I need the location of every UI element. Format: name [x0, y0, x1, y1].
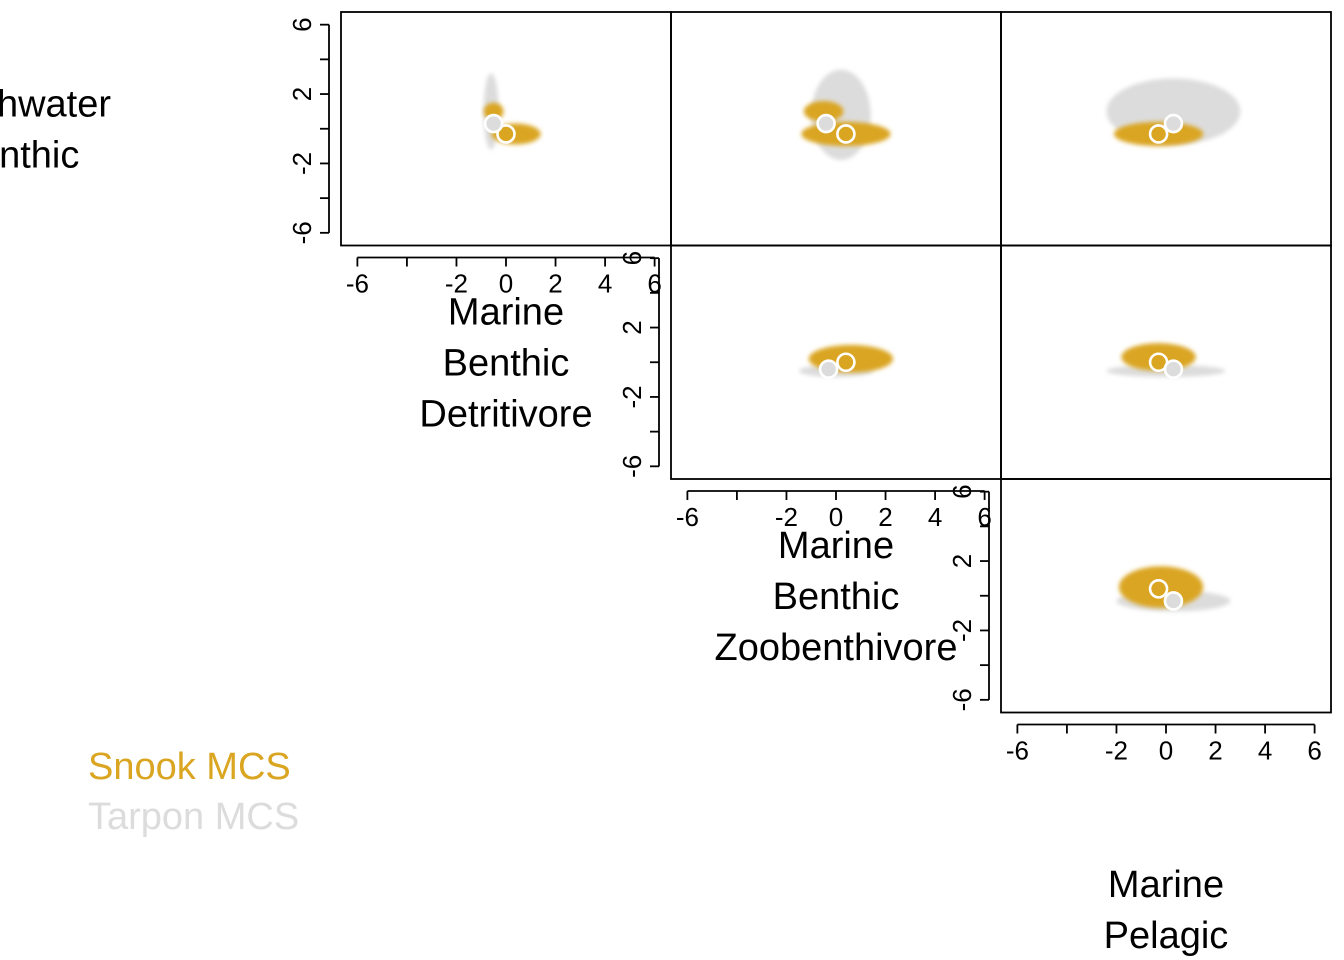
variable-label-line: Marine: [448, 291, 564, 333]
centroid-tarpon-mcs: [1163, 359, 1184, 379]
panel-content: [801, 69, 891, 160]
panel-content: [798, 344, 893, 379]
variable-label-line: Pelagic: [1104, 915, 1229, 957]
variable-label-line: Marine: [778, 525, 894, 567]
centroid-snook-mcs: [836, 352, 856, 373]
panel-content: [1106, 78, 1241, 147]
y-tick-label: 2: [947, 554, 977, 568]
variable-label-line: Benthic: [773, 576, 900, 618]
y-tick-label: 6: [617, 251, 647, 265]
x-axis: -6 -2 0 2 4 6: [676, 490, 992, 532]
x-tick-label: 0: [829, 502, 843, 532]
panel-r2-c3: -6 -2 2 6 -6 -2 0 2 4 6: [947, 478, 1332, 766]
x-tick-label: -6: [676, 502, 699, 532]
panel-content: [483, 73, 541, 150]
variable-label-3: Marine Benthic Zoobenthivore: [715, 525, 958, 669]
panel-r0-c1: -6-226-6 -2 0 2 4 6: [287, 11, 672, 299]
y-tick-label: -6: [617, 455, 647, 478]
x-tick-label: 2: [878, 502, 892, 532]
variable-label-4: Marine Pelagic: [1104, 864, 1229, 957]
legend-entry: Snook MCS: [88, 746, 291, 788]
y-tick-label: -6: [947, 688, 977, 711]
x-tick-label: 0: [499, 269, 513, 299]
centroid-snook-mcs: [1148, 124, 1169, 144]
legend-entry: Tarpon MCS: [88, 796, 299, 838]
y-tick-label: 6: [947, 484, 977, 498]
panel-r1-c2: -6-226-6 -2 0 2 4 6: [617, 244, 1002, 532]
x-tick-label: -6: [1006, 736, 1029, 766]
panel-r0-c2: [670, 11, 1002, 247]
x-tick-label: -2: [445, 269, 468, 299]
centroid-tarpon-mcs: [1163, 113, 1184, 134]
centroid-tarpon-mcs: [483, 113, 504, 134]
y-tick-label: -2: [287, 152, 317, 175]
centroid-snook-mcs: [836, 124, 856, 144]
legend: Snook MCS Tarpon MCS: [88, 746, 299, 838]
cloud-blob: [803, 100, 844, 122]
y-tick-label: -2: [947, 619, 977, 642]
centroid-tarpon-mcs: [1163, 591, 1184, 611]
variable-label-line: Benthic: [0, 134, 79, 176]
panels-layer: -6-226-6 -2 0 2 4 6-6-226-6 -2 0 2 4 6-6-226-6 -2 0 2…: [287, 11, 1332, 766]
x-tick-label: 6: [1307, 736, 1321, 766]
x-tick-label: 4: [598, 269, 612, 299]
variable-label-line: Freshwater: [0, 83, 111, 125]
x-tick-label: -2: [775, 502, 798, 532]
variable-label-line: Marine: [1108, 864, 1224, 906]
panel-frame: [1000, 478, 1332, 714]
variable-labels: Freshwater Benthic Marine Benthic Detritivor…: [0, 83, 1228, 957]
centroid-snook-mcs: [496, 124, 516, 144]
y-tick-label: 2: [617, 320, 647, 334]
x-axis: -6 -2 0 2 4 6: [1006, 723, 1322, 766]
variable-label-line: Zoobenthivore: [715, 627, 958, 669]
y-tick-label: -6: [287, 221, 317, 244]
panel-r1-c3: [1000, 244, 1332, 480]
x-tick-label: -6: [346, 269, 369, 299]
variable-label-line: Detritivore: [419, 393, 592, 435]
variable-label-2: Marine Benthic Detritivore: [419, 291, 592, 435]
x-tick-label: 2: [548, 269, 562, 299]
y-tick-label: -2: [617, 385, 647, 408]
y-tick-label: 6: [287, 17, 317, 31]
centroid-tarpon-mcs: [818, 359, 839, 379]
x-tick-label: 0: [1159, 736, 1173, 766]
y-axis: -6 -2 2 6: [947, 484, 990, 711]
y-tick-label: 2: [287, 87, 317, 101]
x-tick-label: 4: [928, 502, 942, 532]
x-tick-label: -2: [1105, 736, 1128, 766]
y-axis: -6 -2 2 6: [617, 251, 660, 478]
y-axis: -6 -2 2 6: [287, 17, 330, 244]
panel-r0-c3: [1000, 11, 1332, 247]
variable-label-line: Benthic: [443, 342, 570, 384]
centroid-tarpon-mcs: [816, 113, 836, 134]
x-tick-label: 4: [1258, 736, 1272, 766]
panel-content: [1116, 566, 1231, 612]
centroid-snook-mcs: [1148, 579, 1169, 599]
panel-content: [1106, 343, 1226, 379]
variable-label-1: Freshwater Benthic: [0, 83, 111, 176]
x-tick-label: 2: [1208, 736, 1222, 766]
